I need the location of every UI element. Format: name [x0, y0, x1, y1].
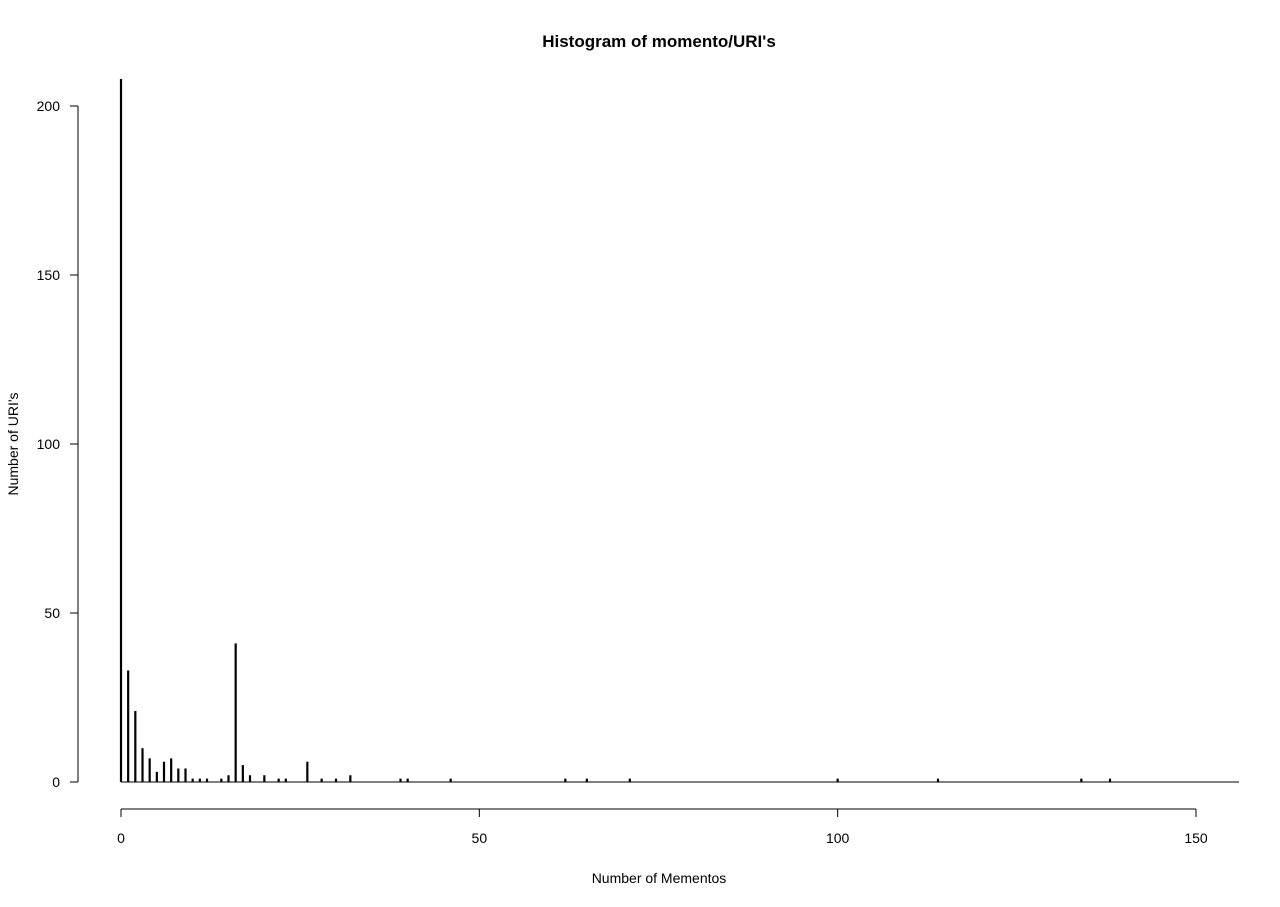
y-tick-label: 50: [44, 605, 60, 621]
x-tick-label: 100: [826, 830, 850, 846]
x-tick-label: 150: [1184, 830, 1208, 846]
bars-group: [119, 78, 1112, 782]
x-tick-label: 0: [117, 830, 125, 846]
x-tick-label: 50: [472, 830, 488, 846]
y-tick-label: 0: [52, 774, 60, 790]
x-axis-ticks: 0 50 100 150: [117, 809, 1208, 846]
y-axis-ticks: 0 50 100 150 200: [37, 98, 78, 790]
x-axis-label: Number of Mementos: [592, 870, 727, 886]
y-axis-label: Number of URI's: [5, 392, 21, 495]
y-tick-label: 200: [37, 98, 61, 114]
y-tick-label: 150: [37, 267, 61, 283]
chart-title: Histogram of momento/URI's: [542, 32, 776, 51]
y-tick-label: 100: [37, 436, 61, 452]
